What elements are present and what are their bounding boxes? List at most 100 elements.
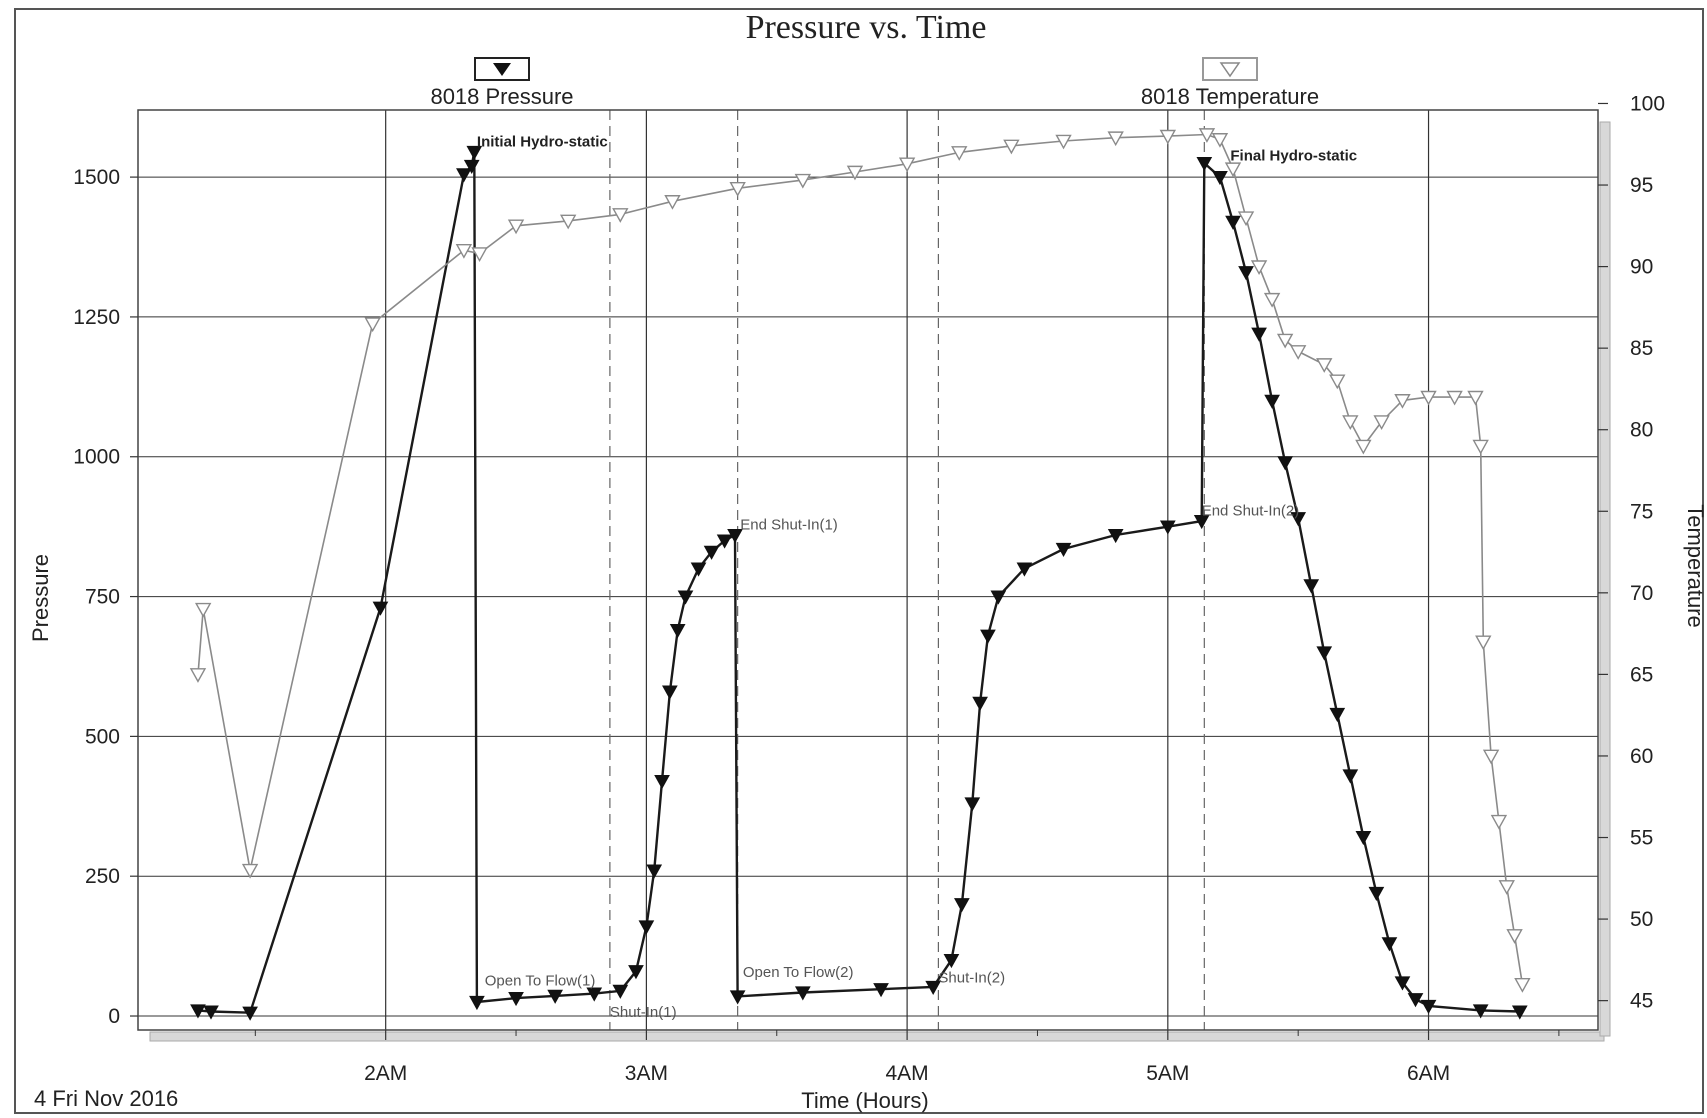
data-point [364, 317, 381, 333]
data-point [1159, 129, 1177, 145]
y2-tick-label: 55 [1630, 827, 1653, 850]
data-point [664, 195, 681, 210]
data-point [1394, 394, 1411, 409]
y2-tick-label: 75 [1630, 500, 1653, 523]
data-point [794, 986, 811, 1001]
data-point [190, 1004, 206, 1019]
data-point [203, 1005, 219, 1020]
data-point [507, 219, 525, 235]
y-tick-label: 1500 [73, 166, 120, 189]
data-point [508, 992, 524, 1007]
legend-pressure-label: 8018 Pressure [430, 84, 573, 109]
x-tick-label: 2AM [364, 1062, 407, 1085]
data-point [1290, 512, 1307, 527]
data-point [1159, 520, 1176, 535]
data-point [1329, 707, 1346, 723]
y-tick-label: 0 [108, 1005, 120, 1028]
annotation-label: Open To Flow(2) [743, 964, 854, 981]
data-point [1251, 327, 1267, 342]
y-scrollbar [1599, 121, 1611, 1037]
data-point [669, 624, 686, 639]
data-point [1506, 929, 1523, 944]
annotation-label: Shut-In(1) [610, 1004, 677, 1021]
data-point [1467, 390, 1484, 406]
data-point [1342, 769, 1359, 784]
data-point [1211, 133, 1229, 148]
annotation-label: End Shut-In(2) [1202, 502, 1300, 519]
data-point [1212, 171, 1228, 186]
annotation-label: Initial Hydro-static [477, 133, 608, 150]
data-point [1003, 139, 1020, 155]
x-tick-label: 6AM [1407, 1062, 1450, 1085]
data-point [456, 168, 472, 183]
legend: 8018 Pressure 8018 Temperature [430, 57, 1319, 109]
data-point [1446, 390, 1463, 406]
data-point [1407, 993, 1424, 1008]
data-point [1264, 394, 1280, 409]
date-label: 4 Fri Nov 2016 [34, 1086, 178, 1111]
data-point [189, 668, 207, 683]
data-point [1490, 814, 1508, 830]
data-point [547, 989, 563, 1004]
data-point [1381, 937, 1398, 952]
series-pressure [190, 145, 1528, 1021]
data-point [1107, 131, 1124, 147]
legend-temperature-marker-icon [1219, 62, 1241, 78]
data-point [943, 953, 960, 969]
data-point [1420, 999, 1437, 1014]
grid [138, 110, 1598, 1030]
chart-frame [14, 8, 1704, 1114]
data-point [1316, 358, 1333, 373]
data-point [690, 562, 707, 577]
y-axis-label: Pressure [28, 554, 53, 642]
y2-tick-label: 85 [1630, 337, 1653, 360]
data-point [990, 590, 1007, 605]
data-point [1289, 345, 1307, 360]
data-point [980, 629, 996, 644]
data-point [972, 696, 988, 711]
data-point [1196, 157, 1213, 172]
data-point [559, 214, 577, 230]
data-point [194, 602, 212, 618]
data-point [242, 1006, 258, 1021]
data-point [1373, 415, 1390, 431]
data-point [727, 528, 743, 544]
data-point [612, 984, 629, 999]
data-point [794, 173, 812, 189]
data-point [716, 534, 733, 549]
data-point [1224, 162, 1242, 178]
data-point [1514, 978, 1531, 993]
data-point [1238, 266, 1254, 281]
series-temperature [189, 128, 1531, 993]
y2-tick-label: 45 [1630, 990, 1653, 1013]
data-point [1368, 886, 1385, 902]
y2-tick-label: 65 [1630, 663, 1653, 686]
plot-area [137, 109, 1599, 1031]
data-point [677, 590, 694, 605]
data-point [1511, 1005, 1528, 1020]
data-point [1355, 439, 1372, 455]
data-point [1277, 456, 1293, 471]
x-tick-label: 5AM [1146, 1062, 1189, 1085]
y-tick-label: 750 [85, 586, 120, 609]
x-tick-label: 4AM [886, 1062, 929, 1085]
y-tick-label: 1250 [73, 306, 120, 329]
data-point [1303, 579, 1320, 594]
x-tick-label: 3AM [625, 1062, 668, 1085]
y2-tick-label: 50 [1630, 908, 1653, 931]
data-point [662, 685, 678, 700]
annotations: Initial Hydro-static Final Hydro-static En… [477, 133, 1357, 1021]
data-point [628, 965, 644, 980]
annotation-label: End Shut-In(1) [740, 516, 838, 533]
data-point [586, 987, 603, 1002]
axes: 0 250 500 750 1000 1250 1500 45 50 55 60 65 70 75 80 85… [73, 92, 1665, 1085]
data-point [1055, 134, 1072, 150]
y-tick-label: 1000 [73, 446, 120, 469]
y2-tick-label: 80 [1630, 419, 1653, 442]
data-point [1198, 128, 1216, 143]
data-point [898, 157, 916, 173]
data-point [703, 545, 720, 560]
data-point [729, 990, 746, 1005]
annotation-label: Shut-In(2) [938, 969, 1005, 986]
